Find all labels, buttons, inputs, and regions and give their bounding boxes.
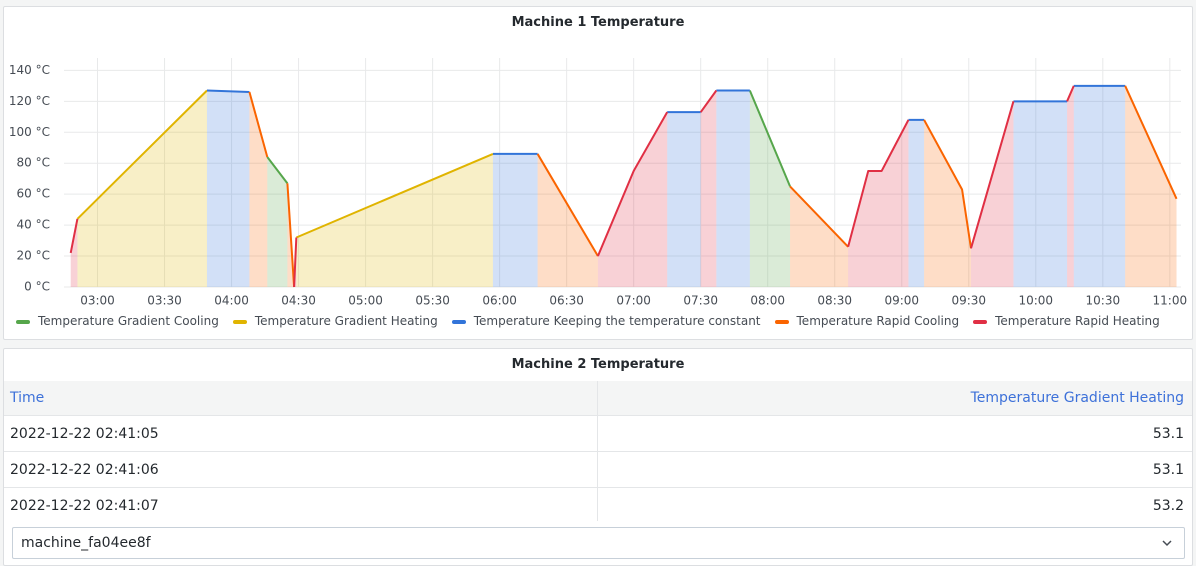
y-tick-label: 120 °C xyxy=(9,94,50,108)
column-header[interactable]: Time xyxy=(4,381,598,415)
series-area xyxy=(77,90,493,287)
dropdown[interactable]: machine_fa04ee8f xyxy=(12,527,1185,559)
table-cell: 2022-12-22 02:41:05 xyxy=(4,415,598,451)
chart-panel: Machine 1 Temperature 0 °C 20 °C 40 °C 60 °… xyxy=(3,6,1193,340)
legend-label: Temperature Keeping the temperature cons… xyxy=(473,314,761,328)
panel-title: Machine 1 Temperature xyxy=(511,15,685,30)
legend: Temperature Gradient Cooling Temperature … xyxy=(16,314,1160,328)
legend-swatch xyxy=(451,319,466,324)
y-tick-label: 40 °C xyxy=(17,218,50,232)
y-tick-label: 100 °C xyxy=(9,125,50,139)
x-tick-label: 07:30 xyxy=(683,294,718,308)
legend-label: Temperature Rapid Heating xyxy=(995,314,1160,328)
legend-label: Temperature Gradient Cooling xyxy=(38,314,219,328)
y-tick-label: 140 °C xyxy=(9,63,50,77)
y-tick-label: 20 °C xyxy=(17,249,50,263)
chevron-icon xyxy=(1162,540,1172,547)
legend-swatch xyxy=(232,319,247,324)
x-tick-label: 09:00 xyxy=(884,294,919,308)
series-line xyxy=(248,85,1178,288)
legend-label: Temperature Rapid Cooling xyxy=(796,314,960,328)
panel-title: Machine 2 Temperature xyxy=(511,357,685,372)
series-line xyxy=(69,85,1075,288)
x-tick-label: 08:00 xyxy=(750,294,785,308)
column-header[interactable]: Temperature Gradient Heating xyxy=(598,381,1192,415)
x-tick-label: 03:00 xyxy=(80,294,115,308)
table-cell: 53.1 xyxy=(598,451,1192,487)
x-tick-label: 08:30 xyxy=(817,294,852,308)
x-tick-label: 07:00 xyxy=(616,294,651,308)
x-tick-label: 06:30 xyxy=(549,294,584,308)
legend-swatch xyxy=(973,319,988,324)
table-cell: 2022-12-22 02:41:06 xyxy=(4,451,598,487)
series-area xyxy=(70,85,1074,287)
series-line xyxy=(206,84,1126,155)
x-tick-label: 11:00 xyxy=(1153,294,1188,308)
legend-item[interactable]: Temperature Rapid Cooling xyxy=(774,314,960,328)
chart: 0 °C 20 °C 40 °C 60 °C 80 °C 100 °C 120 °C 140 … xyxy=(9,58,1188,308)
table-cell: 2022-12-22 02:41:07 xyxy=(4,487,598,521)
legend-swatch xyxy=(774,319,789,324)
dropdown-value: machine_fa04ee8f xyxy=(21,535,151,551)
legend-item[interactable]: Temperature Gradient Heating xyxy=(232,314,438,328)
y-tick-label: 60 °C xyxy=(17,187,50,201)
series-area xyxy=(249,85,1177,287)
legend-item[interactable]: Temperature Rapid Heating xyxy=(973,314,1160,328)
legend-swatch xyxy=(16,319,30,324)
x-tick-label: 10:00 xyxy=(1018,294,1053,308)
x-tick-label: 03:30 xyxy=(147,294,182,308)
table-cell: 53.2 xyxy=(598,487,1192,521)
series-line xyxy=(266,90,791,187)
x-tick-label: 04:00 xyxy=(214,294,249,308)
series-line xyxy=(76,89,494,239)
x-tick-label: 09:30 xyxy=(951,294,986,308)
series-area xyxy=(206,85,1126,287)
x-tick-label: 05:00 xyxy=(348,294,383,308)
y-tick-label: 0 °C xyxy=(24,280,50,294)
legend-label: Temperature Gradient Heating xyxy=(254,314,438,328)
table-panel: Machine 2 Temperature Time Temperature G… xyxy=(3,348,1193,566)
x-tick-label: 10:30 xyxy=(1086,294,1121,308)
x-tick-label: 04:30 xyxy=(281,294,316,308)
y-tick-label: 80 °C xyxy=(17,156,50,170)
x-tick-label: 06:00 xyxy=(482,294,517,308)
table-cell: 53.1 xyxy=(598,415,1192,451)
legend-item[interactable]: Temperature Gradient Cooling xyxy=(16,314,219,328)
legend-item[interactable]: Temperature Keeping the temperature cons… xyxy=(451,314,761,328)
x-tick-label: 05:30 xyxy=(415,294,450,308)
